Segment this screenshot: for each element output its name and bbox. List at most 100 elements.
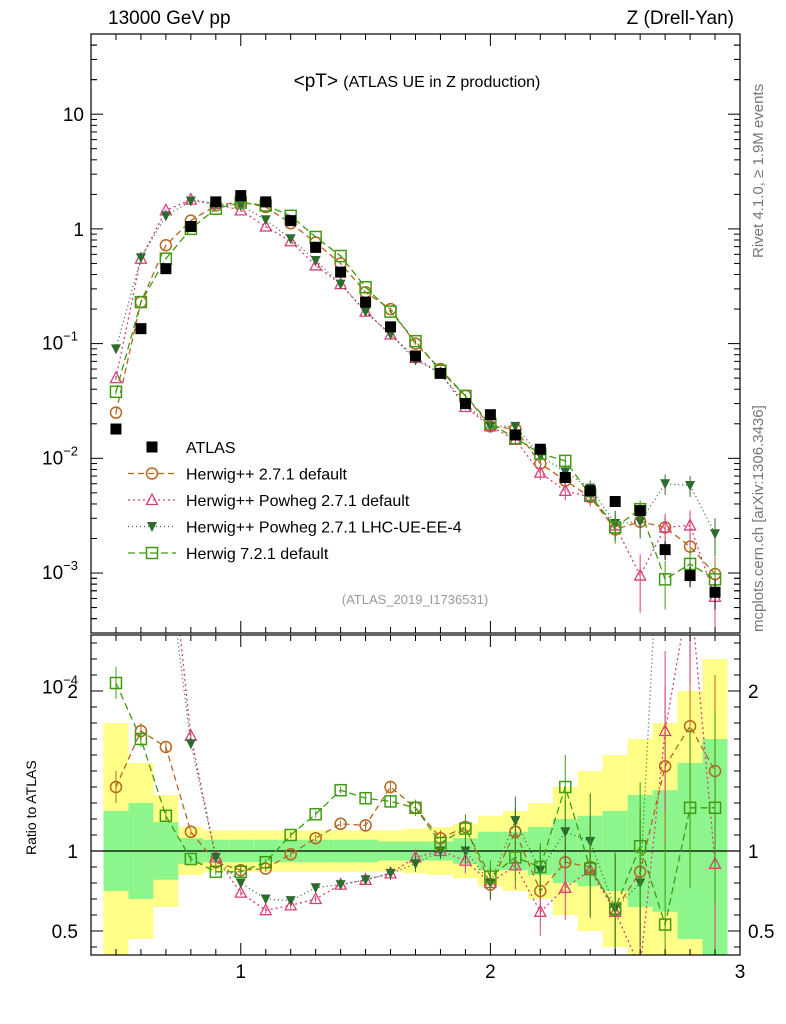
ratio-point-powheg_ue: [136, 351, 146, 361]
ratio-point-herwig721: [509, 851, 522, 864]
data-point-herwig721: [409, 334, 422, 348]
series-line-herwig_default: [115, 201, 716, 575]
data-point-data: [609, 496, 621, 508]
data-point-powheg_ue: [710, 529, 721, 540]
y-tick-label: 10−1: [42, 329, 78, 355]
ratio-point-herwig721: [484, 870, 497, 883]
ratio-point-powheg_default: [309, 891, 323, 905]
ratio-point-herwig721: [159, 809, 173, 823]
ratio-point-herwig721: [434, 836, 447, 850]
legend-marker-powheg_ue: [147, 522, 157, 532]
data-point-powheg_ue: [135, 253, 146, 264]
data-point-herwig_default: [109, 406, 123, 419]
ratio-point-powheg_ue: [360, 875, 371, 886]
ratio-point-powheg_ue: [185, 739, 196, 750]
plot-title: <pT> (ATLAS UE in Z production): [294, 71, 541, 92]
legend-entry-herwig721: Herwig 7.2.1 default: [128, 546, 329, 563]
ratio-point-herwig_default: [109, 780, 123, 794]
data-point-data: [410, 350, 421, 362]
ratio-point-powheg_ue: [111, 207, 121, 217]
ratio-y-tick-label-right: 0.5: [748, 922, 774, 943]
ratio-point-powheg_default: [458, 853, 472, 866]
ratio-point-powheg_default: [533, 904, 547, 917]
data-point-powheg_default: [109, 370, 123, 384]
data-point-data: [235, 190, 247, 202]
ratio-point-herwig721: [683, 801, 697, 815]
ratio-point-herwig721: [234, 865, 248, 879]
legend-label: ATLAS: [186, 440, 236, 457]
data-point-data: [160, 263, 172, 275]
ratio-point-powheg_ue: [510, 816, 521, 827]
series-line-powheg_ue: [115, 200, 716, 535]
data-point-data: [360, 296, 372, 308]
legend-entry-powheg_default: Herwig++ Powheg 2.7.1 default: [128, 492, 410, 510]
x-tick-label: 3: [735, 962, 746, 983]
data-point-powheg_ue: [260, 215, 271, 226]
ratio-point-powheg_ue: [310, 883, 321, 894]
ratio-point-herwig721: [109, 676, 123, 690]
ratio-series-herwig721: [109, 667, 722, 955]
data-point-data: [385, 321, 397, 333]
legend-entry-herwig_default: Herwig++ 2.7.1 default: [128, 467, 348, 484]
ratio-point-powheg_ue: [161, 543, 171, 553]
ratio-point-herwig721: [184, 852, 198, 866]
data-point-herwig721: [658, 573, 672, 586]
legend-marker-herwig721: [145, 546, 159, 560]
x-tick-label: 2: [485, 962, 496, 983]
ratio-point-powheg_default: [259, 902, 273, 916]
data-point-herwig721: [134, 295, 148, 309]
data-point-data: [210, 196, 222, 208]
ratio-point-powheg_default: [110, 557, 121, 568]
data-point-powheg_default: [658, 519, 672, 533]
legend-label: Herwig++ Powheg 2.7.1 LHC-UE-EE-4: [186, 520, 462, 537]
data-point-powheg_ue: [185, 196, 196, 207]
data-point-powheg_default: [309, 258, 323, 271]
data-point-powheg_default: [234, 202, 248, 216]
data-point-herwig_default: [159, 239, 173, 252]
data-point-powheg_ue: [385, 330, 396, 341]
ratio-point-herwig721: [259, 855, 272, 869]
ratio-point-herwig721: [708, 801, 722, 815]
data-point-powheg_default: [284, 233, 298, 247]
ratio-point-herwig_default: [159, 740, 173, 754]
ratio-point-herwig_default: [334, 817, 347, 831]
data-point-data: [484, 409, 496, 421]
ratio-y-tick-label-right: 2: [748, 682, 759, 703]
data-point-data: [709, 586, 721, 598]
ratio-y-tick-label-right: 1: [748, 842, 759, 863]
data-point-data: [459, 398, 471, 410]
ratio-point-herwig721: [359, 791, 372, 805]
data-point-powheg_ue: [285, 234, 296, 245]
legend-entry-powheg_ue: Herwig++ Powheg 2.7.1 LHC-UE-EE-4: [128, 520, 462, 537]
data-point-data: [684, 570, 696, 582]
ratio-point-powheg_ue: [460, 846, 471, 857]
ratio-point-powheg_ue: [660, 407, 670, 417]
ratio-point-herwig721: [583, 862, 597, 875]
data-point-powheg_ue: [160, 211, 171, 222]
ratio-point-herwig721: [559, 780, 572, 794]
data-point-data: [659, 544, 671, 556]
data-point-data: [509, 429, 521, 441]
ratio-point-powheg_ue: [385, 868, 396, 879]
legend-label: Herwig++ Powheg 2.7.1 default: [186, 493, 410, 510]
legend-label: Herwig 7.2.1 default: [186, 546, 329, 563]
data-point-herwig721: [559, 454, 572, 468]
ratio-point-powheg_ue: [260, 894, 271, 905]
data-point-data: [584, 485, 596, 497]
ratio-point-powheg_ue: [710, 495, 720, 505]
ratio-point-powheg_ue: [335, 880, 346, 891]
data-point-data: [110, 423, 122, 435]
data-point-powheg_ue: [660, 479, 671, 490]
data-point-powheg_ue: [110, 344, 121, 355]
data-point-data: [285, 215, 297, 227]
data-point-herwig721: [334, 249, 347, 263]
data-point-data: [634, 505, 646, 517]
data-point-powheg_default: [633, 568, 647, 581]
legend-marker-powheg_default: [145, 492, 159, 506]
ratio-point-powheg_default: [558, 880, 572, 893]
ratio-y-tick-label: 0.5: [52, 922, 78, 943]
ratio-point-herwig721: [608, 902, 622, 915]
ratio-point-herwig721: [384, 795, 397, 808]
ratio-point-herwig721: [334, 783, 347, 797]
ratio-point-herwig721: [134, 732, 148, 746]
